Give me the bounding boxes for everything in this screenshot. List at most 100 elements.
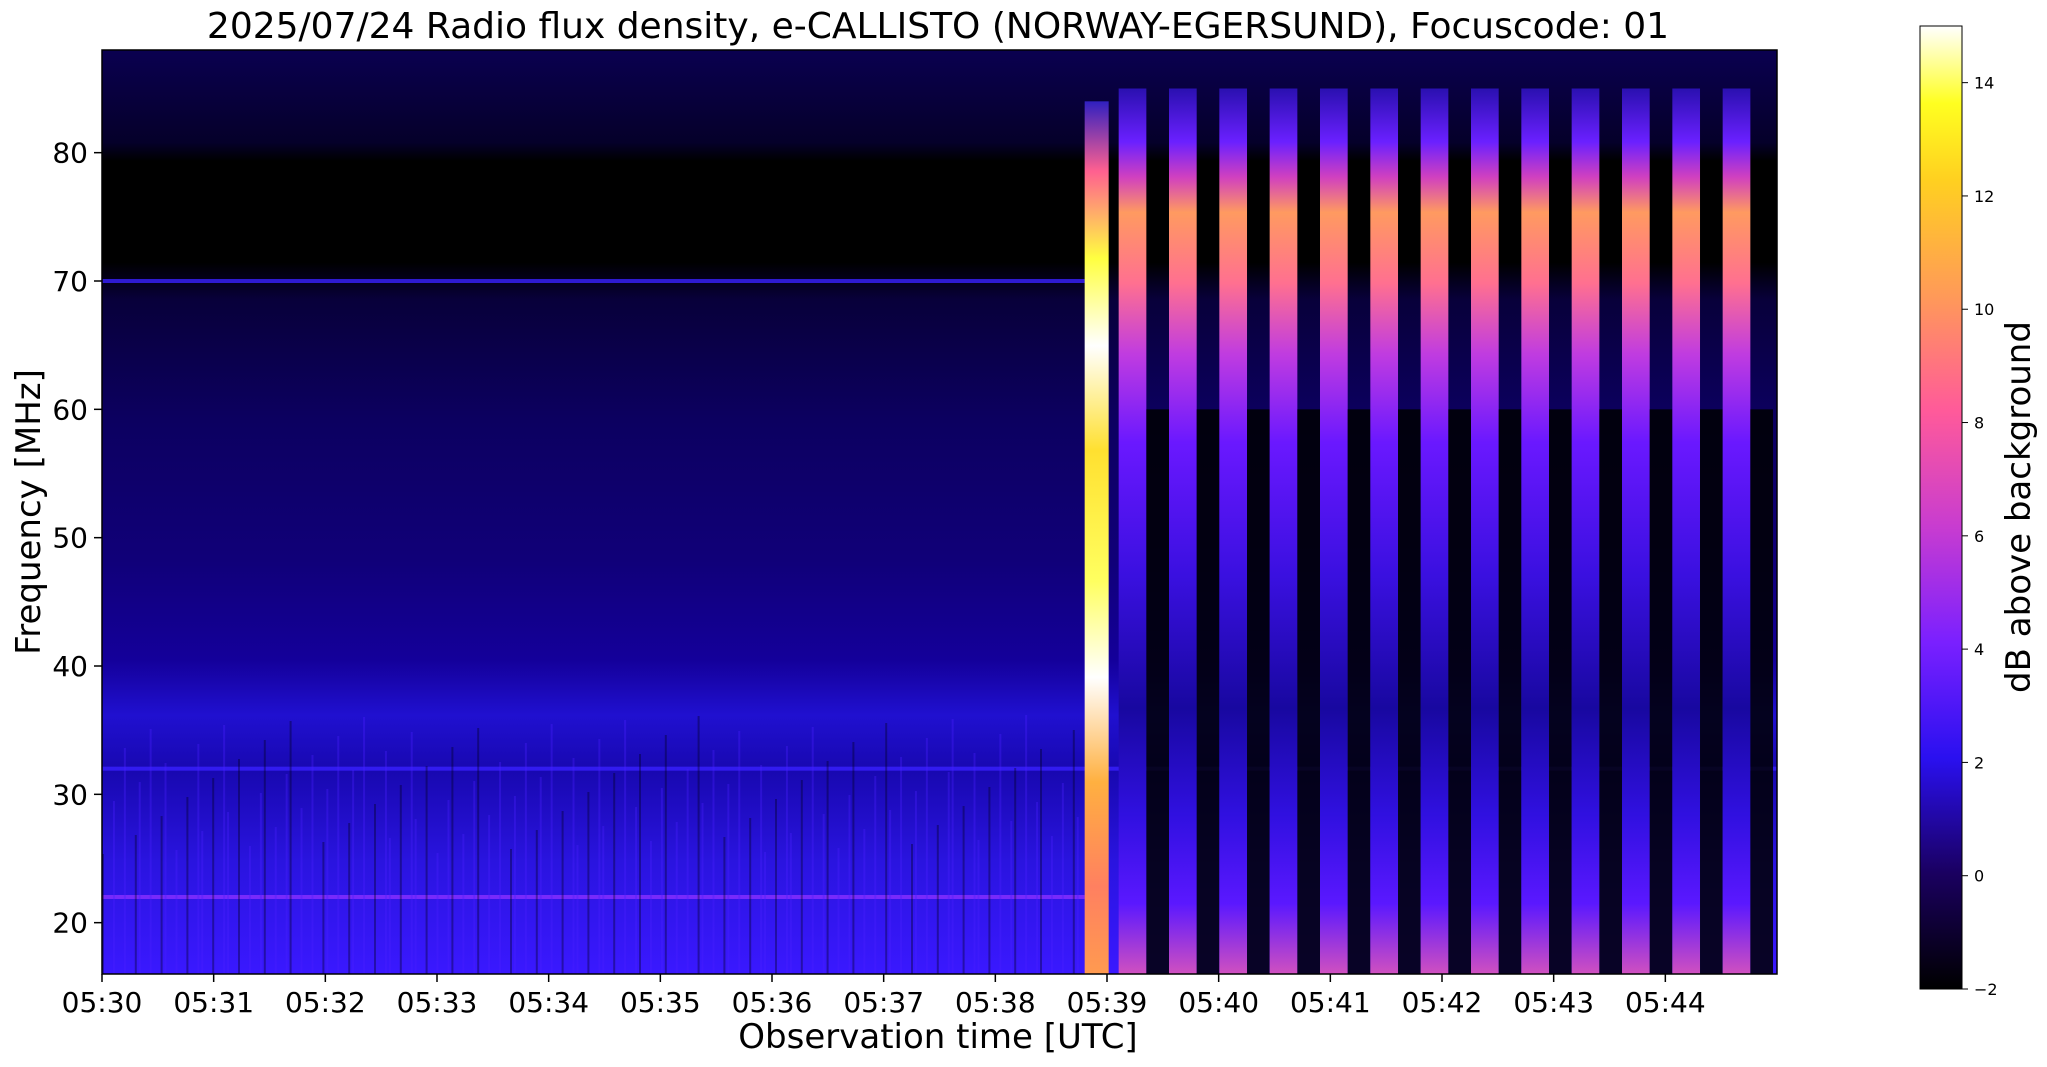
texture-streak — [1014, 768, 1017, 974]
colorbar-tick-label: 12 — [1974, 187, 1994, 206]
texture-streak — [785, 746, 788, 974]
texture-streak — [911, 844, 913, 974]
texture-streak — [197, 744, 200, 974]
x-tick-label: 05:30 — [62, 986, 143, 1019]
x-tick-label: 05:38 — [955, 986, 1036, 1019]
texture-streak — [326, 789, 329, 974]
texture-streak — [914, 791, 917, 974]
pulse-column — [1219, 88, 1248, 974]
texture-streak — [1025, 715, 1028, 974]
texture-streak — [624, 720, 627, 974]
x-tick-label: 05:32 — [285, 986, 366, 1019]
pulse-gap — [1700, 409, 1723, 974]
texture-streak — [727, 784, 730, 974]
texture-streak — [410, 732, 413, 974]
texture-streak — [1072, 730, 1075, 974]
texture-streak — [436, 853, 439, 974]
texture-streak — [602, 826, 605, 974]
texture-streak — [510, 849, 512, 974]
texture-streak — [384, 751, 387, 974]
texture-streak — [852, 742, 855, 974]
texture-streak — [977, 840, 980, 974]
texture-streak — [462, 834, 465, 974]
texture-streak — [951, 719, 954, 974]
colorbar-label: dB above background — [1999, 321, 2039, 693]
texture-streak — [561, 811, 564, 974]
pulse-column — [1169, 88, 1197, 974]
texture-streak — [348, 823, 351, 974]
plot-frame — [101, 49, 1778, 975]
texture-streak — [263, 740, 266, 974]
y-tick-label: 50 — [52, 522, 88, 555]
x-tick-label: 05:36 — [732, 986, 813, 1019]
texture-streak — [499, 762, 502, 974]
texture-streak — [164, 763, 167, 974]
texture-streak — [826, 761, 829, 974]
plot-area — [101, 49, 1778, 975]
x-tick-label: 05:43 — [1513, 986, 1594, 1019]
pulse-column — [1722, 88, 1751, 974]
pulse-gap — [1196, 409, 1220, 974]
texture-streak — [102, 854, 104, 974]
texture-streak — [701, 803, 704, 974]
y-tick-label: 60 — [52, 393, 88, 426]
texture-streak — [311, 755, 314, 974]
texture-streak — [535, 830, 538, 974]
y-tick-label: 70 — [52, 265, 88, 298]
texture-streak — [399, 785, 402, 974]
colorbar-tick-label: 14 — [1974, 74, 1994, 93]
pulse-gap — [1649, 409, 1673, 974]
texture-streak — [160, 816, 163, 974]
texture-streak — [988, 787, 991, 974]
texture-streak — [274, 827, 277, 974]
texture-streak — [874, 776, 877, 974]
colorbar-tick-label: 0 — [1974, 867, 1984, 886]
chart-title: 2025/07/24 Radio flux density, e-CALLIST… — [207, 6, 1669, 47]
pulse-column — [1420, 88, 1449, 974]
pulse-gap — [1549, 409, 1572, 974]
texture-streak — [686, 769, 689, 974]
colorbar-tick-label: 4 — [1974, 640, 1984, 659]
burst-column — [1084, 101, 1109, 975]
texture-streak — [649, 841, 652, 974]
texture-streak — [248, 846, 251, 974]
texture-streak — [1050, 836, 1053, 974]
texture-streak — [635, 807, 638, 974]
texture-streak — [789, 833, 792, 974]
x-axis-ticks: 05:30 05:31 05:32 05:33 05:34 05:35 05:36 05:37… — [62, 974, 1706, 1019]
pulse-gap — [1448, 409, 1471, 974]
pulse-column — [1521, 88, 1550, 974]
pulse-gap — [1398, 409, 1421, 974]
texture-streak — [811, 727, 814, 974]
colorbar-gradient — [1919, 25, 1963, 990]
texture-streak — [388, 838, 391, 974]
pulse-column — [1118, 88, 1147, 974]
x-tick-label: 05:40 — [1178, 986, 1259, 1019]
x-tick-label: 05:34 — [508, 986, 589, 1019]
texture-streak — [134, 835, 137, 974]
y-tick-label: 20 — [52, 907, 88, 940]
texture-streak — [414, 819, 417, 974]
texture-streak — [513, 796, 516, 974]
y-tick-label: 30 — [52, 778, 88, 811]
horizontal-line-22mhz — [102, 895, 1085, 899]
pulse-gap — [1247, 409, 1270, 974]
x-tick-label: 05:37 — [843, 986, 924, 1019]
x-tick-label: 05:31 — [173, 986, 254, 1019]
texture-streak — [712, 750, 715, 974]
texture-streak — [322, 842, 325, 974]
texture-streak — [639, 754, 641, 974]
texture-streak — [822, 814, 825, 974]
colorbar-tick-label: 2 — [1974, 753, 1984, 772]
pulse-column — [1471, 88, 1499, 974]
pulse-column — [1320, 88, 1348, 974]
texture-streak — [238, 759, 240, 974]
texture-streak — [425, 766, 428, 974]
texture-streak — [138, 782, 141, 974]
texture-streak — [539, 777, 542, 974]
texture-streak — [1010, 821, 1013, 974]
texture-streak — [1061, 783, 1064, 974]
pulse-column — [1622, 88, 1650, 974]
texture-streak — [598, 739, 601, 974]
pulse-column — [1571, 88, 1600, 974]
